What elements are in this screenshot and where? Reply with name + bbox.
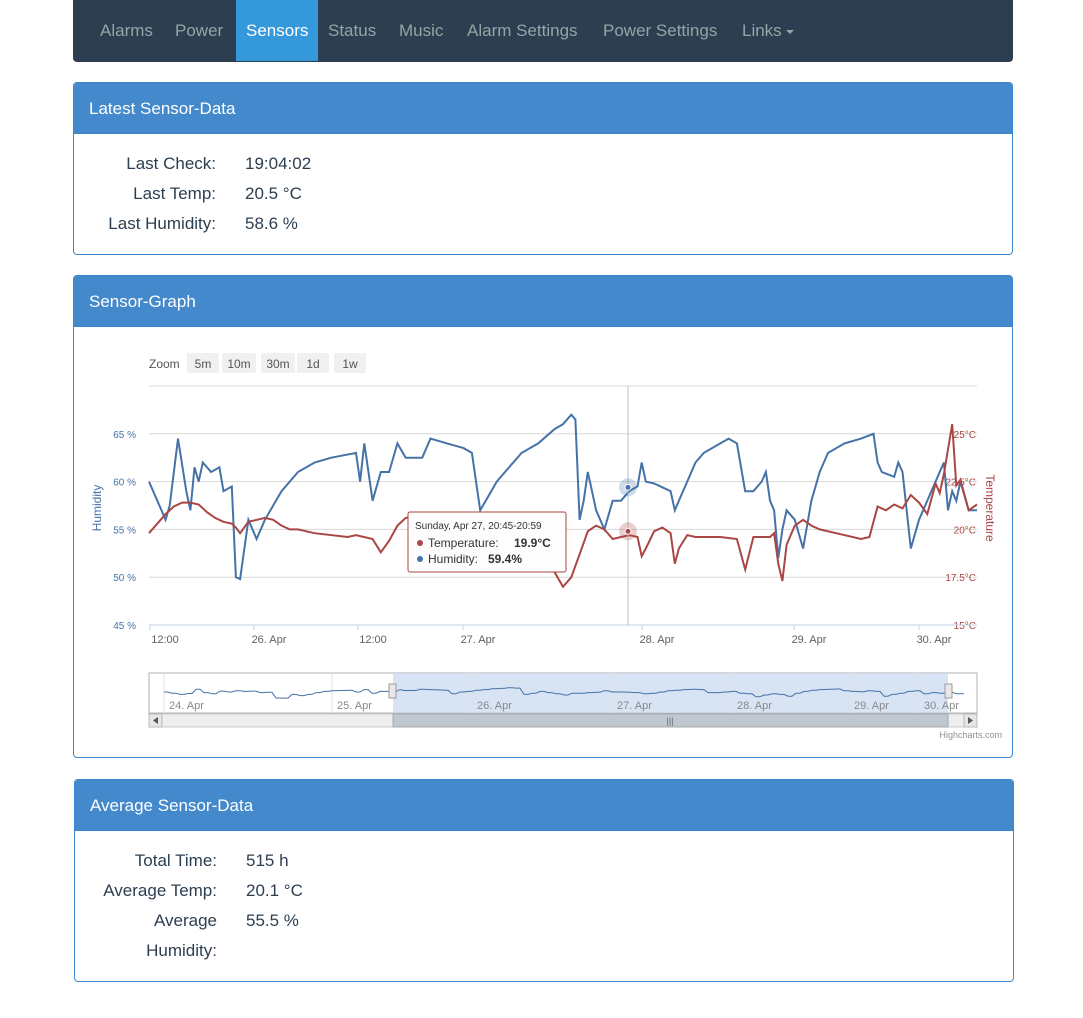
nav-links-label: Links	[742, 21, 782, 40]
last-humidity-label: Last Humidity:	[108, 214, 216, 233]
latest-sensor-title: Latest Sensor-Data	[74, 83, 1012, 134]
zoom-1w-button[interactable]	[334, 353, 366, 373]
navigator-tick-label: 26. Apr	[477, 700, 512, 712]
humidity-hover-marker	[624, 483, 632, 491]
temperature-tick-label: 20°C	[954, 525, 976, 536]
caret-down-icon	[785, 29, 794, 34]
x-tick-label: 28. Apr	[640, 634, 675, 646]
temperature-tick-label: 17.5°C	[945, 573, 976, 584]
navigator-tick-label: 29. Apr	[854, 700, 889, 712]
last-temp-label: Last Temp:	[133, 184, 216, 203]
average-sensor-title: Average Sensor-Data	[75, 780, 1013, 831]
zoom-5m-label: 5m	[195, 357, 212, 371]
nav-alarms[interactable]: Alarms	[100, 21, 153, 40]
tooltip-hum-label: Humidity:	[428, 552, 478, 566]
temperature-tick-label: 25°C	[954, 430, 976, 441]
x-tick-label: 27. Apr	[461, 634, 496, 646]
zoom-1d-label: 1d	[306, 357, 319, 371]
humidity-tick-label: 60 %	[113, 478, 136, 489]
humidity-tick-label: 45 %	[113, 621, 136, 632]
zoom-5m-button[interactable]	[187, 353, 219, 373]
zoom-label: Zoom	[149, 357, 180, 371]
average-humidity-value: 55.5 %	[246, 911, 299, 930]
last-humidity-value: 58.6 %	[245, 214, 298, 233]
humidity-axis-title: Humidity	[90, 485, 104, 532]
chart-tooltip: Sunday, Apr 27, 20:45-20:59 Temperature:…	[407, 511, 567, 573]
x-tick-label: 12:00	[151, 634, 179, 646]
zoom-1w-label: 1w	[342, 357, 358, 371]
nav-music[interactable]: Music	[399, 21, 444, 40]
scrollbar-thumb[interactable]	[392, 713, 949, 728]
zoom-30m-label: 30m	[266, 357, 289, 371]
total-time-label: Total Time:	[134, 851, 217, 870]
x-tick-label: 26. Apr	[252, 634, 287, 646]
navigator-tick-label: 27. Apr	[617, 700, 652, 712]
nav-sensors[interactable]: Sensors	[236, 0, 318, 61]
humidity-tick-label: 55 %	[113, 525, 136, 536]
zoom-1d-button[interactable]	[297, 353, 329, 373]
nav-alarm-settings[interactable]: Alarm Settings	[467, 21, 578, 40]
average-humidity-label-line2: Humidity:	[146, 941, 217, 960]
highcharts-credits[interactable]: Highcharts.com	[939, 730, 1002, 740]
sensor-chart[interactable]: Zoom 5m 10m 30m 1d 1w 45 % 50 % 55 % 60 % 65 % 1…	[74, 328, 1012, 758]
navigator-selection[interactable]	[393, 673, 948, 713]
zoom-10m-button[interactable]	[222, 353, 256, 373]
average-temp-label: Average Temp:	[103, 881, 217, 900]
latest-sensor-panel: Latest Sensor-Data Last Check: 19:04:02 …	[73, 82, 1013, 255]
total-time-value: 515 h	[246, 851, 289, 870]
tooltip-temp-dot	[417, 540, 423, 546]
x-tick-label: 30. Apr	[917, 634, 952, 646]
sensor-graph-panel: Sensor-Graph Zoom 5m 10m 30m 1d 1w 45 % 50 % 5…	[73, 275, 1013, 758]
tooltip-hum-dot	[417, 556, 423, 562]
zoom-10m-label: 10m	[227, 357, 250, 371]
scrollbar-grip-icon: |||	[666, 716, 673, 726]
navigator-tick-label: 30. Apr	[924, 700, 959, 712]
sensor-graph-title: Sensor-Graph	[74, 276, 1012, 327]
navigator-tick-label: 25. Apr	[337, 700, 372, 712]
last-check-label: Last Check:	[126, 154, 216, 173]
last-check-value: 19:04:02	[245, 154, 312, 173]
nav-power[interactable]: Power	[175, 21, 224, 40]
temperature-axis-title: Temperature	[983, 474, 997, 542]
tooltip-header: Sunday, Apr 27, 20:45-20:59	[415, 521, 542, 532]
navigator-series-line	[164, 687, 964, 699]
tooltip-temp-label: Temperature:	[428, 536, 499, 550]
arrow-right-icon	[968, 717, 973, 724]
last-temp-value: 20.5 °C	[245, 184, 302, 203]
tooltip-temp-value: 19.9°C	[514, 536, 551, 550]
navigator[interactable]: 24. Apr 25. Apr 26. Apr 27. Apr 28. Apr 29. A…	[148, 672, 978, 728]
average-temp-value: 20.1 °C	[246, 881, 303, 900]
x-tick-label: 29. Apr	[792, 634, 827, 646]
average-sensor-panel: Average Sensor-Data Total Time: 515 h Av…	[74, 779, 1014, 982]
tooltip-hum-value: 59.4%	[488, 552, 522, 566]
zoom-30m-button[interactable]	[261, 353, 295, 373]
navigator-handle-left[interactable]	[388, 683, 397, 699]
temperature-hover-marker	[624, 527, 632, 535]
nav-status[interactable]: Status	[328, 21, 377, 40]
navigator-tick-label: 28. Apr	[737, 700, 772, 712]
arrow-left-icon	[153, 717, 158, 724]
nav-links-dropdown[interactable]: Links	[732, 0, 804, 61]
nav-power-settings[interactable]: Power Settings	[603, 21, 718, 40]
navigator-tick-label: 24. Apr	[169, 700, 204, 712]
navbar: Alarms Power Sensors Status Music Alarm …	[73, 0, 1013, 62]
humidity-tick-label: 50 %	[113, 573, 136, 584]
navigator-handle-right[interactable]	[944, 683, 953, 699]
x-tick-label: 12:00	[359, 634, 387, 646]
average-humidity-label-line1: Average	[153, 911, 217, 930]
humidity-tick-label: 65 %	[113, 430, 136, 441]
temperature-tick-label: 15°C	[954, 621, 976, 632]
temperature-series-line[interactable]	[148, 424, 978, 589]
